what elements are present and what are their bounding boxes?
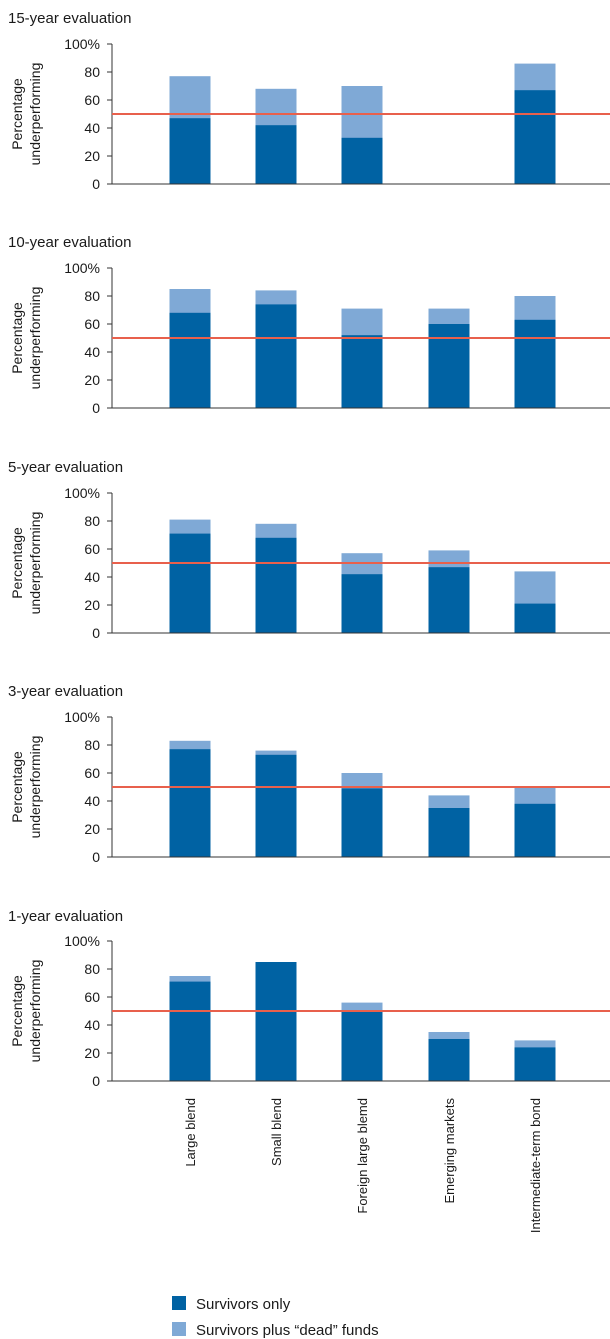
bar-survivors-only — [428, 808, 470, 857]
y-axis-label: underperforming — [27, 512, 43, 615]
y-tick-label: 40 — [84, 344, 100, 360]
y-tick-label: 100% — [64, 933, 100, 949]
bar-survivors-only — [428, 1039, 470, 1081]
bar-survivors-only — [255, 962, 297, 1081]
x-category-label: Intermediate-term bond — [528, 1098, 543, 1233]
y-tick-label: 60 — [84, 541, 100, 557]
y-tick-label: 80 — [84, 513, 100, 529]
bar-survivors-only — [169, 749, 211, 857]
y-tick-label: 100% — [64, 485, 100, 501]
y-tick-label: 20 — [84, 821, 100, 837]
bar-survivors-only — [514, 803, 556, 857]
bar-survivors-only — [514, 603, 556, 633]
y-tick-label: 0 — [92, 176, 100, 192]
panel-title: 3-year evaluation — [8, 683, 123, 700]
y-axis-label: underperforming — [27, 960, 43, 1063]
x-category-label: Small blend — [269, 1098, 284, 1166]
bar-survivors-only — [341, 335, 383, 408]
bar-survivors-only — [514, 1047, 556, 1081]
y-tick-label: 0 — [92, 625, 100, 641]
x-category-label: Emerging markets — [442, 1098, 457, 1204]
y-axis-label: underperforming — [27, 287, 43, 390]
bar-survivors-only — [255, 754, 297, 857]
y-tick-label: 80 — [84, 737, 100, 753]
y-tick-label: 100% — [64, 709, 100, 725]
bar-survivors-only — [341, 137, 383, 184]
y-tick-label: 80 — [84, 961, 100, 977]
bar-survivors-only — [169, 118, 211, 184]
y-tick-label: 60 — [84, 989, 100, 1005]
legend-label-survivors-plus-dead: Survivors plus “dead” funds — [196, 1322, 379, 1339]
bar-survivors-only — [341, 788, 383, 857]
y-tick-label: 60 — [84, 316, 100, 332]
bar-survivors-only — [255, 125, 297, 184]
bar-survivors-only — [514, 90, 556, 184]
y-axis-label: Percentage — [9, 302, 25, 374]
y-tick-label: 20 — [84, 1045, 100, 1061]
x-category-label: Large blend — [183, 1098, 198, 1167]
y-tick-label: 0 — [92, 1073, 100, 1089]
y-tick-label: 20 — [84, 148, 100, 164]
legend-label-survivors-only: Survivors only — [196, 1296, 291, 1313]
panel-title: 10-year evaluation — [8, 234, 131, 251]
bar-survivors-only — [169, 533, 211, 633]
y-tick-label: 20 — [84, 372, 100, 388]
legend-swatch-survivors-only — [172, 1296, 186, 1310]
bar-survivors-only — [341, 1011, 383, 1081]
bar-survivors-only — [255, 537, 297, 633]
y-tick-label: 40 — [84, 1017, 100, 1033]
y-tick-label: 20 — [84, 597, 100, 613]
y-tick-label: 60 — [84, 765, 100, 781]
bar-survivors-only — [255, 304, 297, 408]
y-axis-label: Percentage — [9, 751, 25, 823]
bar-survivors-only — [514, 319, 556, 408]
y-tick-label: 80 — [84, 64, 100, 80]
y-tick-label: 0 — [92, 849, 100, 865]
y-axis-label: underperforming — [27, 736, 43, 839]
y-axis-label: Percentage — [9, 975, 25, 1047]
y-tick-label: 40 — [84, 793, 100, 809]
bar-survivors-only — [341, 574, 383, 633]
y-tick-label: 0 — [92, 400, 100, 416]
y-tick-label: 40 — [84, 120, 100, 136]
bar-survivors-only — [428, 324, 470, 408]
bar-survivors-only — [428, 567, 470, 633]
y-tick-label: 100% — [64, 260, 100, 276]
panel-title: 15-year evaluation — [8, 10, 131, 27]
y-tick-label: 60 — [84, 92, 100, 108]
y-tick-label: 100% — [64, 36, 100, 52]
y-axis-label: Percentage — [9, 527, 25, 599]
y-axis-label: Percentage — [9, 78, 25, 150]
bar-survivors-only — [169, 312, 211, 408]
x-category-label: Foreign large blemd — [355, 1098, 370, 1214]
y-axis-label: underperforming — [27, 63, 43, 166]
panel-title: 1-year evaluation — [8, 908, 123, 925]
legend-swatch-survivors-plus-dead — [172, 1322, 186, 1336]
y-tick-label: 40 — [84, 569, 100, 585]
panel-title: 5-year evaluation — [8, 459, 123, 476]
bar-survivors-only — [169, 981, 211, 1081]
y-tick-label: 80 — [84, 288, 100, 304]
